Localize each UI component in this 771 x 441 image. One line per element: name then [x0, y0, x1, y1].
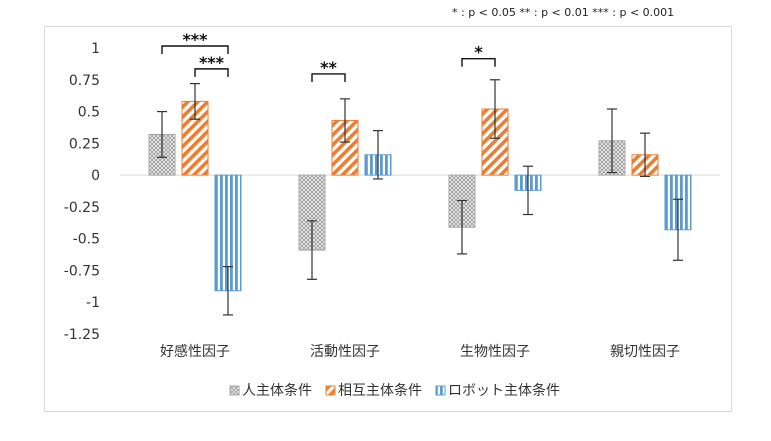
y-tick-label: -1.25	[64, 327, 100, 343]
y-tick-label: 0.25	[69, 136, 100, 152]
legend-label: 相互主体条件	[338, 382, 422, 399]
category-label: 親切性因子	[610, 344, 680, 360]
significance-bracket	[161, 45, 229, 54]
category-label: 活動性因子	[310, 344, 380, 360]
significance-stars: *	[474, 43, 483, 62]
y-tick-label: 0	[91, 168, 100, 184]
y-tick-label: 0.75	[69, 73, 100, 89]
y-tick-label: -1	[86, 295, 100, 311]
significance-bracket	[311, 73, 346, 82]
bar	[181, 100, 209, 176]
legend-swatch	[435, 385, 446, 396]
significance-stars: ***	[182, 30, 208, 49]
y-tick-label: -0.5	[73, 232, 100, 248]
legend-swatch	[229, 385, 240, 396]
y-tick-label: 1	[91, 41, 100, 57]
significance-bracket	[461, 58, 496, 67]
category-label: 好感性因子	[160, 343, 230, 360]
y-tick-label: 0.5	[78, 105, 100, 121]
significance-note: * : p < 0.05 ** : p < 0.01 *** : p < 0.0…	[452, 6, 675, 19]
chart-frame	[44, 26, 732, 412]
legend-label: 人主体条件	[242, 382, 312, 399]
category-label: 生物性因子	[460, 344, 530, 360]
legend-label: ロボット主体条件	[448, 382, 560, 399]
significance-stars: ***	[199, 53, 225, 72]
legend-swatch	[325, 385, 336, 396]
y-tick-label: -0.25	[64, 200, 100, 216]
y-tick-label: -0.75	[64, 263, 100, 279]
significance-bracket	[194, 68, 229, 77]
significance-stars: **	[320, 58, 337, 77]
